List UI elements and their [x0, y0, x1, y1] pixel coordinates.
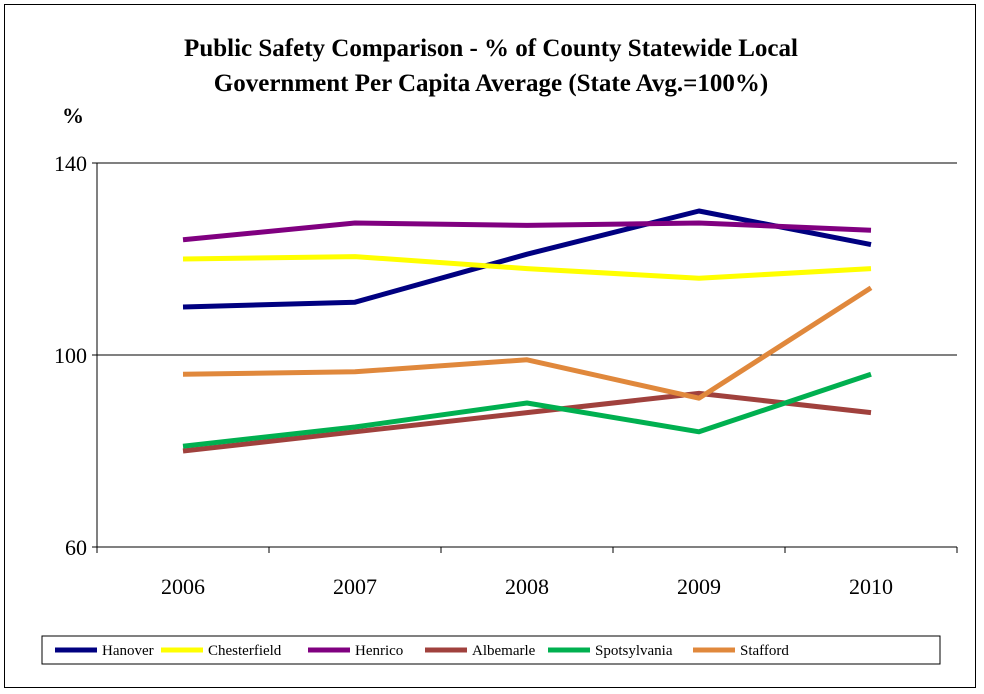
axis-layer: 60 100 140 2006 2007 2008 2009 2010: [54, 151, 958, 599]
x-tick-label-2007: 2007: [333, 574, 377, 599]
series-line-henrico: [182, 220, 872, 243]
legend-label-chesterfield: Chesterfield: [208, 643, 282, 659]
chart-title-line-1: Public Safety Comparison - % of County S…: [184, 35, 798, 62]
legend-label-spotsylvania: Spotsylvania: [595, 643, 673, 659]
y-axis-label: %: [62, 103, 84, 128]
series-line-stafford: [182, 285, 873, 401]
legend-label-albemarle: Albemarle: [472, 643, 536, 659]
series-line-hanover: [182, 208, 872, 310]
chart-frame: [4, 4, 976, 688]
x-tick-label-2008: 2008: [505, 574, 549, 599]
y-tick-label-60: 60: [65, 535, 87, 560]
series-line-chesterfield: [182, 254, 872, 281]
y-tick-label-140: 140: [54, 151, 87, 176]
x-tick-label-2009: 2009: [677, 574, 721, 599]
x-tick-label-2010: 2010: [849, 574, 893, 599]
y-tick-label-100: 100: [54, 343, 87, 368]
series-line-albemarle: [182, 390, 872, 454]
legend-label-hanover: Hanover: [102, 643, 154, 659]
legend-label-stafford: Stafford: [740, 643, 789, 659]
legend-label-henrico: Henrico: [355, 643, 403, 659]
chart-title-line-2: Government Per Capita Average (State Avg…: [214, 70, 768, 97]
series-layer: [182, 208, 873, 454]
legend: Hanover Chesterfield Henrico Albemarle Spots…: [41, 635, 941, 665]
series-line-spotsylvania: [182, 371, 872, 449]
grid-layer: [97, 162, 957, 356]
x-tick-label-2006: 2006: [161, 574, 205, 599]
